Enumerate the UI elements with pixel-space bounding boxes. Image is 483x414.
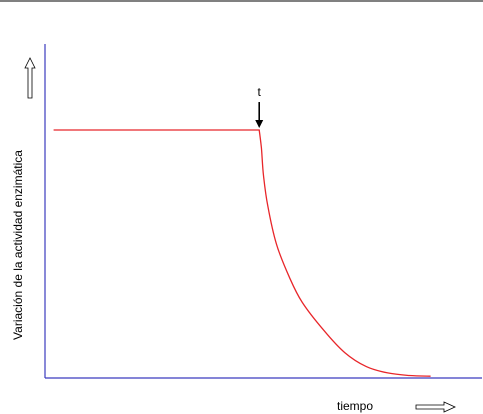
y-up-arrow-icon xyxy=(24,57,36,99)
annotation-arrow-head xyxy=(255,120,264,129)
x-axis-label: tiempo xyxy=(337,399,373,413)
annotation-arrow-icon xyxy=(255,102,264,129)
annotation-t-label: t xyxy=(258,85,262,99)
y-axis-label: Variación de la actividad enzimática xyxy=(11,150,25,340)
x-right-arrow-icon xyxy=(415,401,456,413)
series-line xyxy=(53,129,431,377)
